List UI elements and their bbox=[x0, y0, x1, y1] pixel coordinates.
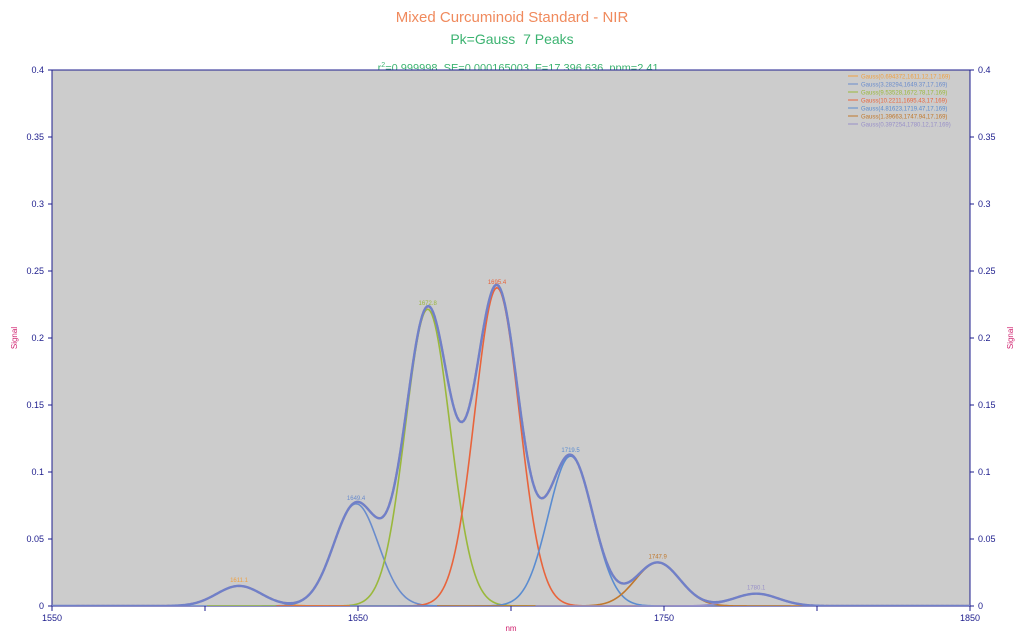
chart-subtitle: Pk=Gauss 7 Peaks bbox=[450, 31, 574, 47]
peak-curve-5 bbox=[349, 455, 791, 606]
r2-label: r bbox=[377, 62, 382, 75]
r2-superscript: 2 bbox=[381, 62, 386, 69]
peak-label-1: 1611.1 bbox=[230, 578, 249, 584]
legend-entry-4: Gauss(10.2211,1695.43,17.169) bbox=[861, 99, 947, 105]
total-fit-curve bbox=[52, 283, 970, 606]
y-tick-label-right: 0.4 bbox=[978, 65, 991, 75]
peak-label-3: 1672.8 bbox=[419, 301, 438, 307]
y-tick-label-right: 0 bbox=[978, 601, 983, 611]
peak-label-2: 1649.4 bbox=[347, 496, 366, 502]
y-tick-label-right: 0.1 bbox=[978, 467, 991, 477]
x-tick-label: 1750 bbox=[654, 613, 674, 623]
legend-entry-7: Gauss(0.397254,1780.12,17.169) bbox=[861, 123, 951, 129]
y-tick-label-right: 0.35 bbox=[978, 132, 996, 142]
y-axis-title-left: Signal bbox=[10, 327, 19, 349]
y-tick-label-right: 0.15 bbox=[978, 400, 996, 410]
peak-curve-2 bbox=[135, 502, 577, 606]
y-tick-label-left: 0 bbox=[39, 601, 44, 611]
legend-entry-3: Gauss(9.53528,1672.78,17.169) bbox=[861, 91, 947, 97]
x-tick-label: 1550 bbox=[42, 613, 62, 623]
y-tick-label-right: 0.05 bbox=[978, 534, 996, 544]
legend-entry-2: Gauss(3.28294,1649.37,17.169) bbox=[861, 83, 947, 89]
peak-curve-4 bbox=[276, 286, 717, 606]
y-tick-label-right: 0.2 bbox=[978, 333, 991, 343]
x-tick-label: 1650 bbox=[348, 613, 368, 623]
y-tick-label-left: 0.4 bbox=[31, 65, 44, 75]
y-tick-label-left: 0.1 bbox=[31, 467, 44, 477]
legend-entry-6: Gauss(1.39663,1747.94,17.169) bbox=[861, 115, 947, 121]
y-tick-label-left: 0.05 bbox=[26, 534, 44, 544]
peak-label-6: 1747.9 bbox=[649, 554, 668, 560]
peak-label-4: 1695.4 bbox=[488, 280, 507, 286]
series-group bbox=[52, 283, 970, 606]
x-axis-title: nm bbox=[505, 624, 516, 633]
y-tick-label-left: 0.25 bbox=[26, 266, 44, 276]
x-tick-label: 1850 bbox=[960, 613, 980, 623]
peak-label-5: 1719.5 bbox=[561, 448, 580, 454]
y-tick-label-left: 0.2 bbox=[31, 333, 44, 343]
y-tick-label-left: 0.35 bbox=[26, 132, 44, 142]
y-tick-label-left: 0.3 bbox=[31, 199, 44, 209]
y-tick-label-right: 0.3 bbox=[978, 199, 991, 209]
peak-curve-3 bbox=[207, 308, 648, 606]
legend-entry-5: Gauss(4.81623,1719.47,17.169) bbox=[861, 107, 947, 113]
y-axis-title-right: Signal bbox=[1006, 327, 1015, 349]
legend-entry-1: Gauss(0.694372,1611.12,17.169) bbox=[861, 75, 950, 81]
y-tick-label-right: 0.25 bbox=[978, 266, 996, 276]
chart-title: Mixed Curcuminoid Standard - NIR bbox=[395, 9, 629, 26]
y-tick-label-left: 0.15 bbox=[26, 400, 44, 410]
peak-label-7: 1780.1 bbox=[747, 586, 766, 592]
